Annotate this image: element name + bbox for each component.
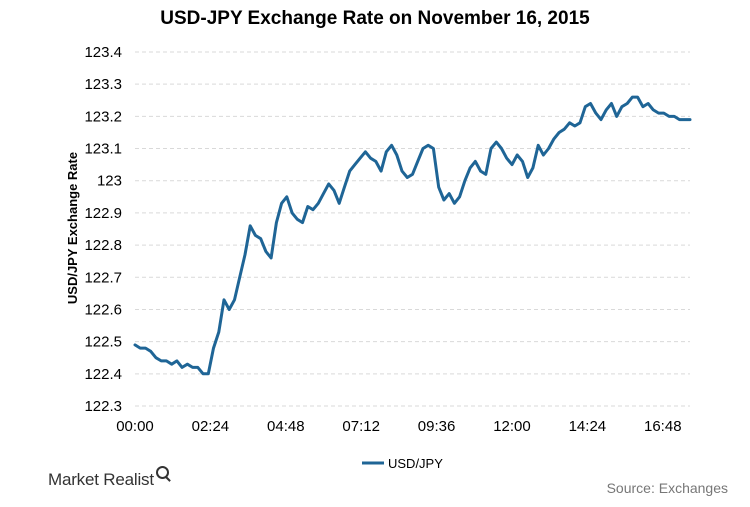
x-axis-ticks: 00:00 02:24 04:48 07:12 09:36 12:00 14:24 16:48: [116, 418, 681, 435]
y-tick-label: 122.6: [84, 301, 122, 318]
y-tick-label: 122.8: [84, 237, 122, 254]
y-axis-ticks: 123.4 123.3 123.2 123.1 123 122.9 122.8 122.7 12…: [84, 44, 122, 415]
source-note: Source: Exchanges: [606, 480, 728, 496]
x-tick-label: 00:00: [116, 418, 154, 435]
x-tick-label: 09:36: [418, 418, 456, 435]
gridlines: [135, 51, 690, 407]
legend: USD/JPY: [362, 456, 443, 471]
y-tick-label: 122.4: [84, 366, 122, 383]
chart-title: USD-JPY Exchange Rate on November 16, 20…: [160, 8, 590, 29]
x-tick-label: 14:24: [569, 418, 607, 435]
magnifier-icon: [155, 466, 169, 479]
y-tick-label: 122.5: [84, 334, 122, 351]
x-tick-label: 12:00: [493, 418, 531, 435]
y-tick-label: 123.3: [84, 76, 122, 93]
brand-logo: Market Realist: [48, 466, 169, 490]
y-tick-label: 123.2: [84, 108, 122, 125]
y-tick-label: 123: [97, 173, 122, 190]
y-tick-label: 122.9: [84, 205, 122, 222]
y-tick-label: 123.4: [84, 44, 122, 61]
brand-name: Market Realist: [48, 470, 154, 489]
y-axis-title: USD/JPY Exchange Rate: [65, 152, 80, 304]
x-tick-label: 16:48: [644, 418, 682, 435]
x-tick-label: 04:48: [267, 418, 305, 435]
series-line-usd-jpy: [133, 95, 692, 376]
y-tick-label: 123.1: [84, 141, 122, 158]
legend-label: USD/JPY: [388, 456, 443, 471]
y-tick-label: 122.3: [84, 398, 122, 415]
y-tick-label: 122.7: [84, 269, 122, 286]
x-tick-label: 02:24: [192, 418, 230, 435]
x-tick-label: 07:12: [342, 418, 380, 435]
